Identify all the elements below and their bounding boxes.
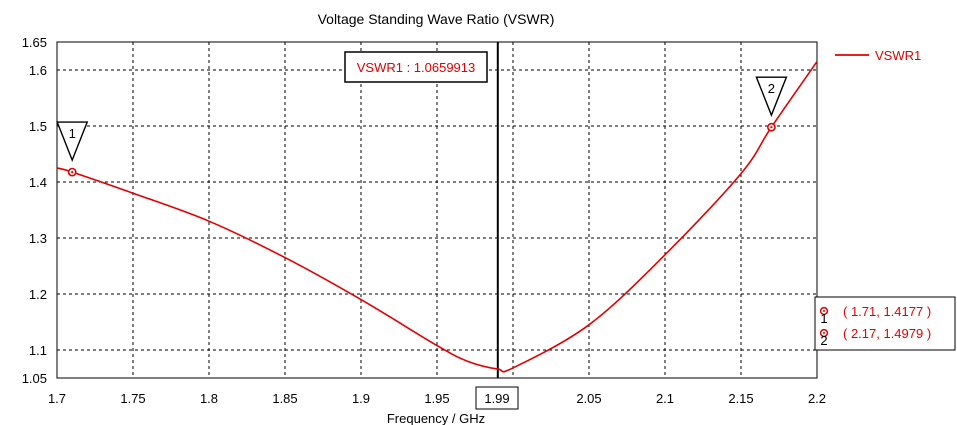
- marker-flag: [56, 121, 89, 162]
- x-axis-ticks: 1.7 1.75 1.8 1.85 1.9 1.95 2.05 2.1 2.15 2.2: [48, 391, 826, 406]
- x-tick-label: 1.7: [48, 391, 66, 406]
- x-tick-label: 2.1: [656, 391, 674, 406]
- marker-point-dot: [770, 126, 773, 129]
- marker-table-frame: [814, 296, 956, 351]
- y-tick-label: 1.65: [22, 35, 47, 50]
- series-line-vswr1: [56, 61, 818, 373]
- x-tick-label: 1.85: [272, 391, 297, 406]
- marker-table-row: 2 ( 2.17, 1.4979 ): [819, 326, 931, 348]
- cursor-x-label-frame: [475, 386, 519, 410]
- marker-flag: [755, 76, 788, 118]
- marker-table-value: ( 1.71, 1.4177 ): [843, 304, 931, 319]
- x-tick-label: 1.75: [120, 391, 145, 406]
- x-tick-label: 2.15: [728, 391, 753, 406]
- y-tick-label: 1.4: [29, 175, 47, 190]
- cursor-readout-frame: [344, 51, 488, 83]
- marker-2[interactable]: 2: [755, 76, 788, 132]
- x-tick-label: 1.8: [200, 391, 218, 406]
- y-tick-label: 1.2: [29, 287, 47, 302]
- cursor-readout-box: VSWR1 : 1.0659913: [344, 51, 488, 83]
- legend[interactable]: VSWR1: [835, 48, 921, 63]
- y-tick-label: 1.5: [29, 119, 47, 134]
- cursor-readout: VSWR1 : 1.0659913: [357, 60, 476, 75]
- marker-table-id: 1: [820, 311, 827, 326]
- markers: 12: [56, 76, 788, 177]
- marker-point-dot: [71, 170, 74, 174]
- marker-table-row: 1 ( 1.71, 1.4177 ): [819, 304, 931, 326]
- y-tick-label: 1.1: [29, 343, 47, 358]
- x-tick-label: 2.05: [576, 391, 601, 406]
- plot-frame: [56, 41, 818, 379]
- marker-1[interactable]: 1: [56, 121, 89, 177]
- marker-table: 1 ( 1.71, 1.4177 ) 2 ( 2.17, 1.4979 ): [814, 296, 956, 351]
- y-tick-label: 1.6: [29, 63, 47, 78]
- chart-title: Voltage Standing Wave Ratio (VSWR): [318, 11, 555, 27]
- marker-table-id: 2: [820, 333, 827, 348]
- grid-lines: [56, 42, 818, 378]
- marker-table-value: ( 2.17, 1.4979 ): [843, 326, 931, 341]
- x-tick-label: 1.95: [424, 391, 449, 406]
- x-axis-label: Frequency / GHz: [387, 411, 485, 425]
- cursor-x-label: 1.99: [484, 391, 509, 406]
- marker-flag-label: 2: [768, 81, 775, 96]
- cursor-x-label-box: 1.99: [475, 386, 519, 410]
- y-tick-label: 1.05: [22, 371, 47, 386]
- y-tick-label: 1.3: [29, 231, 47, 246]
- x-tick-label: 2.2: [808, 391, 826, 406]
- marker-flag-label: 1: [69, 126, 76, 141]
- y-axis-ticks: 1.05 1.1 1.2 1.3 1.4 1.5 1.6 1.65: [22, 35, 47, 386]
- legend-label-vswr1[interactable]: VSWR1: [875, 48, 921, 63]
- x-tick-label: 1.9: [352, 391, 370, 406]
- marker-table-icon-dot: [823, 332, 825, 334]
- marker-table-icon-dot: [823, 310, 825, 312]
